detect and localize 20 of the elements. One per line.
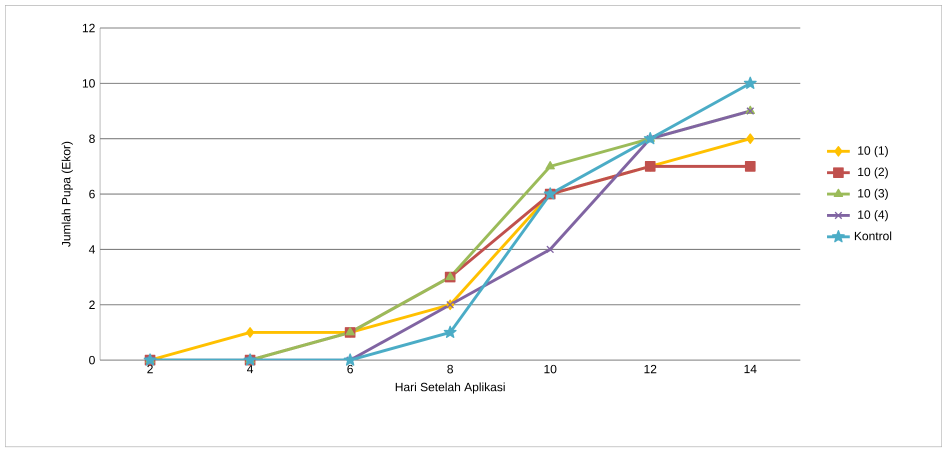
y-axis-title: Jumlah Pupa (Ekor) — [62, 142, 73, 247]
legend-label: 10 (3) — [858, 188, 888, 200]
x-tick-label: 12 — [644, 364, 656, 374]
x-tick-label: 4 — [247, 364, 254, 374]
y-tick-label: 10 — [82, 79, 95, 88]
x-tick-label: 10 — [544, 364, 556, 374]
y-tick-label: 12 — [82, 24, 95, 32]
y-tick-label: 2 — [89, 300, 95, 309]
legend-label: 10 (2) — [858, 167, 888, 178]
legend-label: 10 (4) — [858, 210, 888, 222]
y-tick-label: 4 — [88, 245, 95, 254]
x-axis-title: Hari Setelah Aplikasi — [396, 382, 505, 394]
legend-label: Kontrol — [854, 231, 892, 240]
x-tick-label: 8 — [447, 364, 453, 374]
x-tick-label: 6 — [347, 364, 353, 374]
legend-label: 10 (1) — [858, 146, 888, 158]
x-tick-label: 14 — [744, 364, 757, 374]
y-tick-label: 6 — [89, 190, 95, 198]
y-tick-label: 0 — [89, 356, 95, 364]
y-tick-label: 8 — [89, 134, 95, 143]
